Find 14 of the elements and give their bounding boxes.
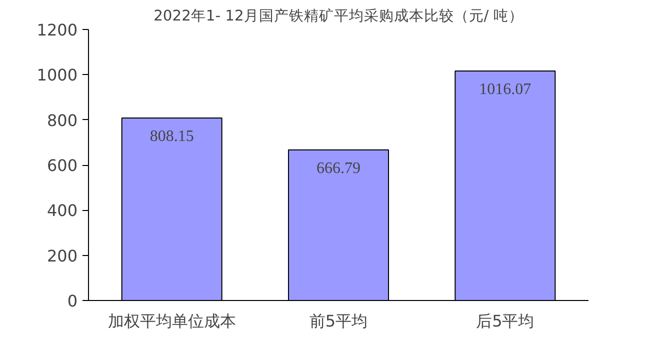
data-label: 1016.07 xyxy=(479,81,532,98)
y-tick-label: 0 xyxy=(67,292,78,310)
y-tick-label: 200 xyxy=(46,246,78,266)
y-tick-label: 400 xyxy=(46,201,78,220)
data-label: 666.79 xyxy=(316,160,360,177)
chart-title: 2022年1- 12月国产铁精矿平均采购成本比较（元/ 吨） xyxy=(154,8,524,24)
x-tick-label: 加权平均单位成本 xyxy=(108,312,236,330)
y-tick-label: 600 xyxy=(46,156,78,175)
x-tick-label: 前5平均 xyxy=(309,312,368,330)
x-tick-label: 后5平均 xyxy=(476,312,534,330)
data-label: 808.15 xyxy=(150,128,194,145)
y-tick-label: 800 xyxy=(46,110,78,130)
y-tick-label: 1000 xyxy=(36,66,78,85)
y-tick-label: 1200 xyxy=(36,20,78,40)
